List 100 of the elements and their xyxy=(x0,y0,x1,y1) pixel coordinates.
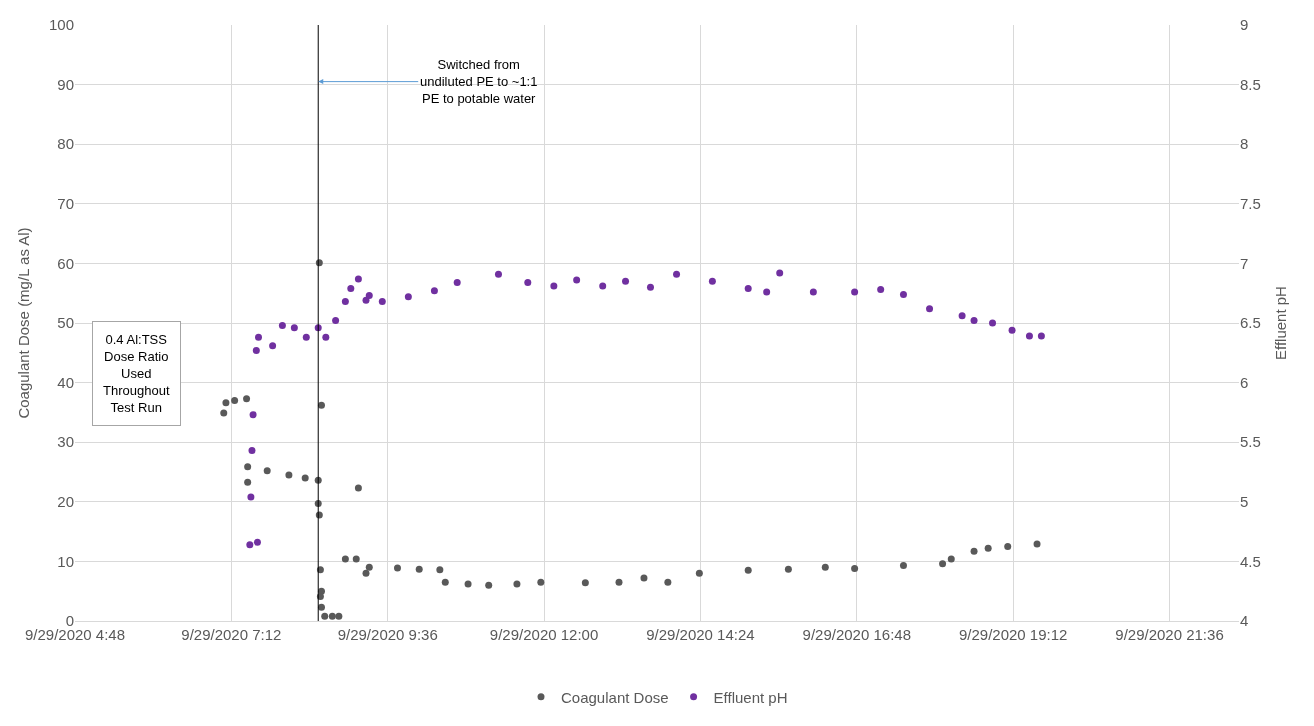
point xyxy=(302,333,310,341)
point xyxy=(939,560,947,568)
point xyxy=(513,580,521,588)
annotation: 0.4 Al:TSS Dose Ratio Used Throughout Test Run xyxy=(103,332,170,415)
point xyxy=(1033,540,1041,548)
y-tick-label: 70 xyxy=(57,195,74,213)
point xyxy=(708,277,716,285)
y-tick-label: 80 xyxy=(57,135,74,153)
y2-axis-title: Effluent pH xyxy=(1271,286,1289,360)
point xyxy=(673,270,681,278)
y-tick-label: 100 xyxy=(48,16,74,34)
point xyxy=(646,283,654,291)
y2-tick-label: 9 xyxy=(1240,16,1249,34)
point xyxy=(393,564,401,572)
point xyxy=(301,474,309,482)
y2-tick-label: 6.5 xyxy=(1240,314,1261,332)
point xyxy=(958,312,966,320)
point xyxy=(926,305,934,313)
y2-tick-label: 5.5 xyxy=(1240,433,1261,451)
y-tick-label: 30 xyxy=(57,433,74,451)
y2-tick-label: 4.5 xyxy=(1240,552,1261,570)
point xyxy=(453,278,461,286)
y-tick-label: 20 xyxy=(57,493,74,511)
y2-tick-label: 5 xyxy=(1240,493,1249,511)
x-tick-label: 9/29/2020 19:12 xyxy=(958,626,1068,643)
point xyxy=(263,467,271,475)
point xyxy=(851,288,859,296)
point xyxy=(290,324,298,332)
x-tick-label: 9/29/2020 21:36 xyxy=(1115,626,1224,643)
point xyxy=(989,319,997,327)
y2-tick-label: 4 xyxy=(1240,612,1249,630)
point xyxy=(1008,326,1016,334)
y2-tick-label: 8.5 xyxy=(1240,75,1261,93)
point xyxy=(524,278,532,286)
point xyxy=(322,333,330,341)
point xyxy=(970,547,978,555)
y-tick-label: 10 xyxy=(57,552,74,570)
point xyxy=(899,290,907,298)
point xyxy=(695,569,703,577)
x-tick-label: 9/29/2020 16:48 xyxy=(802,626,912,643)
point xyxy=(573,276,581,284)
point xyxy=(494,270,502,278)
point xyxy=(222,399,230,407)
point xyxy=(278,321,286,329)
point xyxy=(365,292,373,300)
point xyxy=(248,447,256,455)
point xyxy=(220,409,228,417)
x-tick-label: 9/29/2020 12:00 xyxy=(489,626,599,643)
point xyxy=(244,463,252,471)
point xyxy=(436,566,444,574)
point xyxy=(335,612,343,620)
point xyxy=(430,287,438,295)
point xyxy=(622,277,630,285)
point xyxy=(984,544,992,552)
annotation: Switched from undiluted PE to ~1:1 PE to potable water xyxy=(420,57,538,106)
point xyxy=(352,555,360,563)
point xyxy=(485,581,493,589)
point xyxy=(615,578,623,586)
point xyxy=(317,603,325,611)
x-tick-label: 9/29/2020 9:36 xyxy=(337,626,438,643)
x-tick-label: 9/29/2020 7:12 xyxy=(181,626,282,643)
point xyxy=(243,395,251,403)
point xyxy=(877,286,885,294)
y-tick-label: 40 xyxy=(57,373,74,391)
legend-label: Effluent pH xyxy=(713,688,788,706)
point xyxy=(332,317,340,325)
y2-tick-label: 6 xyxy=(1240,373,1249,391)
point xyxy=(599,282,607,290)
point xyxy=(253,538,261,546)
point xyxy=(354,275,362,283)
point xyxy=(1037,332,1045,340)
point xyxy=(784,565,792,573)
point xyxy=(851,565,859,573)
point xyxy=(347,284,355,292)
point xyxy=(464,580,472,588)
point xyxy=(640,574,648,582)
point xyxy=(821,563,829,571)
point xyxy=(317,401,325,409)
point xyxy=(581,579,589,587)
point xyxy=(328,612,336,620)
point xyxy=(776,269,784,277)
point xyxy=(550,282,558,290)
point xyxy=(378,298,386,306)
point xyxy=(763,288,771,296)
point xyxy=(744,566,752,574)
point xyxy=(404,293,412,301)
y-tick-label: 90 xyxy=(57,75,74,93)
point xyxy=(321,612,329,620)
point xyxy=(664,578,672,586)
point xyxy=(1004,543,1012,550)
legend-label: Coagulant Dose xyxy=(561,688,669,706)
point xyxy=(899,562,907,570)
y2-tick-label: 7.5 xyxy=(1240,195,1261,213)
point xyxy=(362,569,370,577)
y-axis-title: Coagulant Dose (mg/L as Al) xyxy=(15,227,33,419)
point xyxy=(744,284,752,292)
point xyxy=(1025,332,1033,340)
x-tick-label: 9/29/2020 14:24 xyxy=(646,626,755,643)
point xyxy=(415,565,423,573)
point xyxy=(231,396,239,404)
